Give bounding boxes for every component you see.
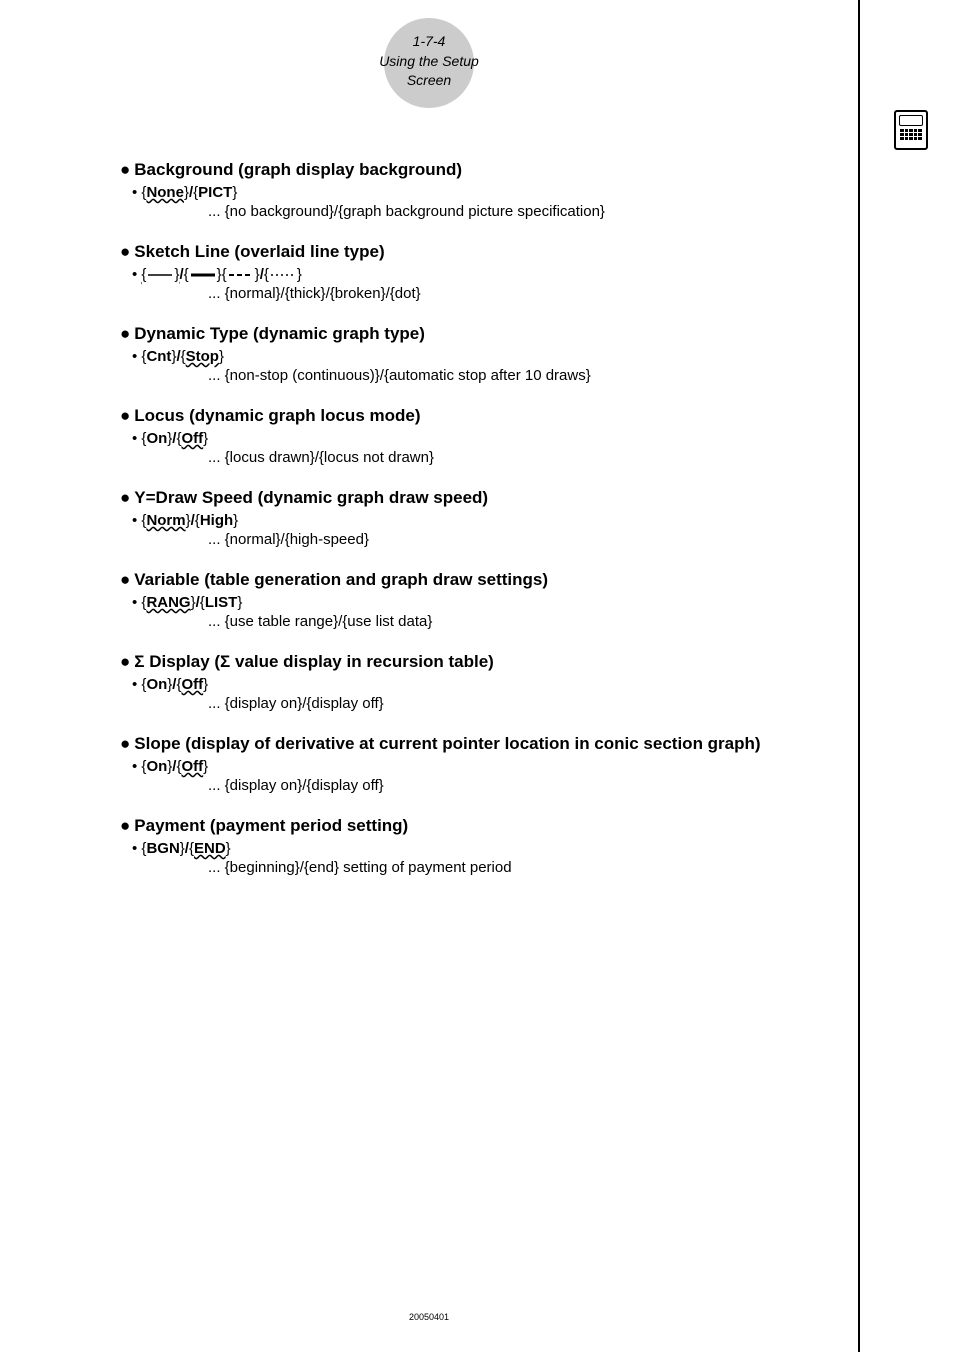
header-badge: 1-7-4 Using the Setup Screen <box>359 30 499 90</box>
option-description: ... {beginning}/{end} setting of payment… <box>208 859 818 876</box>
option-line: • {Norm}/{High} <box>132 512 818 529</box>
option-description: ... {non-stop (continuous)}/{automatic s… <box>208 367 818 384</box>
option-line: • {On}/{Off} <box>132 758 818 775</box>
section: ●Variable (table generation and graph dr… <box>120 570 818 630</box>
option-line: • {Cnt}/{Stop} <box>132 348 818 365</box>
section-title: ●Variable (table generation and graph dr… <box>120 570 818 590</box>
option-description: ... {display on}/{display off} <box>208 777 818 794</box>
section-title: ●Background (graph display background) <box>120 160 818 180</box>
calc-screen <box>899 115 923 126</box>
section-title: ●Dynamic Type (dynamic graph type) <box>120 324 818 344</box>
section: ●Slope (display of derivative at current… <box>120 734 818 794</box>
option-line: • {None}/{PICT} <box>132 184 818 201</box>
option-line: • {On}/{Off} <box>132 676 818 693</box>
section-title: ●Σ Display (Σ value display in recursion… <box>120 652 818 672</box>
option-line: • {RANG}/{LIST} <box>132 594 818 611</box>
section-title: ●Y=Draw Speed (dynamic graph draw speed) <box>120 488 818 508</box>
option-line: • {BGN}/{END} <box>132 840 818 857</box>
section-title: ●Sketch Line (overlaid line type) <box>120 242 818 262</box>
content-area: ●Background (graph display background) • … <box>0 90 858 876</box>
section: ●Sketch Line (overlaid line type) • {}/{}… <box>120 242 818 302</box>
header-text: 1-7-4 Using the Setup Screen <box>359 30 499 91</box>
section-title: ●Payment (payment period setting) <box>120 816 818 836</box>
option-description: ... {normal}/{high-speed} <box>208 531 818 548</box>
calculator-icon <box>894 110 928 150</box>
option-description: ... {use table range}/{use list data} <box>208 613 818 630</box>
section-title: ●Locus (dynamic graph locus mode) <box>120 406 818 426</box>
section: ●Background (graph display background) • … <box>120 160 818 220</box>
calc-keys <box>900 129 922 140</box>
section: ●Locus (dynamic graph locus mode) • {On}/… <box>120 406 818 466</box>
footer-code: 20050401 <box>0 1312 858 1322</box>
section: ●Σ Display (Σ value display in recursion… <box>120 652 818 712</box>
page-frame: 1-7-4 Using the Setup Screen ●Background… <box>0 0 860 1352</box>
option-description: ... {display on}/{display off} <box>208 695 818 712</box>
section: ●Dynamic Type (dynamic graph type) • {Cnt… <box>120 324 818 384</box>
option-description: ... {normal}/{thick}/{broken}/{dot} <box>208 285 818 302</box>
option-description: ... {no background}/{graph background pi… <box>208 203 818 220</box>
section: ●Y=Draw Speed (dynamic graph draw speed)… <box>120 488 818 548</box>
section-title: ●Slope (display of derivative at current… <box>120 734 818 754</box>
section: ●Payment (payment period setting) • {BGN}… <box>120 816 818 876</box>
section-name: Using the Setup Screen <box>359 52 499 91</box>
option-line: • {}/{}{}/{} <box>132 266 818 283</box>
page-ref: 1-7-4 <box>359 32 499 52</box>
option-line: • {On}/{Off} <box>132 430 818 447</box>
option-description: ... {locus drawn}/{locus not drawn} <box>208 449 818 466</box>
